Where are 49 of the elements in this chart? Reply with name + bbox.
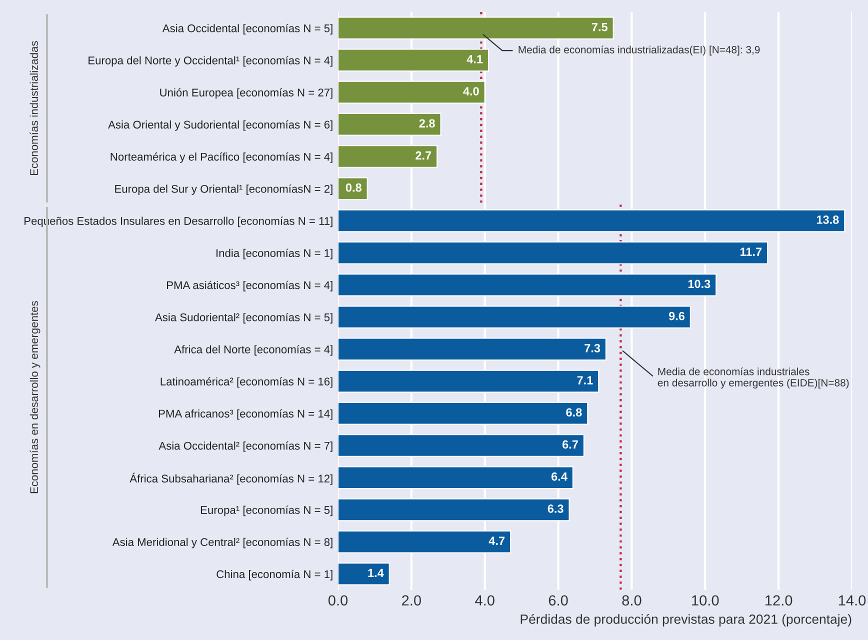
y-tick-label: Asia Occidental² [economías N = 7] bbox=[158, 441, 332, 452]
data-label: 13.8 bbox=[816, 216, 839, 224]
x-tick-label: 0.0 bbox=[328, 595, 348, 606]
y-tick-label: China [economía N = 1] bbox=[216, 570, 332, 580]
data-label: 9.6 bbox=[668, 312, 685, 320]
x-tick-label: 8.0 bbox=[622, 595, 642, 606]
data-label: 2.7 bbox=[416, 151, 432, 160]
text: Economías industrializadas bbox=[30, 41, 38, 176]
y-tick-label: Unión Europea [economías N = 27] bbox=[160, 88, 332, 99]
y-tick-label: India [economías N = 1] bbox=[216, 248, 332, 260]
y-tick-label: Asia Sudoriental² [economías N = 5] bbox=[154, 312, 332, 324]
x-tick-label: 14.0 bbox=[838, 595, 866, 606]
data-label: 1.4 bbox=[368, 568, 384, 577]
y-tick-label: Pequeños Estados Insulares en Desarrollo [economías N = 11] bbox=[24, 216, 332, 228]
y-tick-label: Europa del Norte y Occidental¹ [economías N = 4] bbox=[88, 56, 332, 67]
y-tick-label: Europa del Sur y Oriental¹ [economíasN = 2] bbox=[115, 184, 332, 196]
x-tick-label: 4.0 bbox=[475, 595, 494, 606]
data-label: 7.5 bbox=[592, 22, 608, 32]
data-label: 6.7 bbox=[562, 440, 578, 449]
data-label: 6.3 bbox=[548, 504, 564, 513]
y-tick-label: Asia Oriental y Sudoriental [economías N = 6] bbox=[108, 120, 332, 131]
data-label: 0.8 bbox=[346, 183, 362, 192]
x-axis-title: Pérdidas de producción previstas para 2021 (porcentaje) bbox=[520, 614, 852, 626]
y-tick-label: Asia Occidental [economías N = 5] bbox=[162, 24, 332, 34]
data-label: 2.8 bbox=[419, 119, 435, 128]
y-tick-label: PMA africanos³ [economías N = 14] bbox=[158, 409, 332, 420]
y-tick-label: Asia Meridional y Central² [economías N = 8] bbox=[112, 538, 332, 548]
x-tick-label: 2.0 bbox=[402, 595, 421, 606]
data-label: 10.3 bbox=[688, 280, 710, 288]
data-label: 4.1 bbox=[466, 55, 483, 64]
y-tick-label: Europa¹ [economías N = 5] bbox=[200, 506, 332, 516]
data-label: 6.4 bbox=[551, 472, 568, 481]
data-label: 6.8 bbox=[566, 408, 582, 417]
x-tick-label: 6.0 bbox=[548, 595, 568, 606]
x-tick-label: 12.0 bbox=[765, 595, 792, 606]
annotation: Media de economías industriales en desarrollo y emergentes (EIDE)[N=88) bbox=[658, 367, 849, 389]
data-label: 11.7 bbox=[740, 248, 762, 256]
text: Economías en desarrollo y emergentes bbox=[30, 301, 40, 494]
ref-line-label: Media de economías industrializadas(EI) [N=48]: 3,9 bbox=[518, 46, 760, 56]
data-label: 4.7 bbox=[488, 536, 505, 545]
y-tick-label: Africa del Norte [economías = 4] bbox=[174, 345, 332, 356]
x-tick-label: 10.0 bbox=[692, 595, 719, 606]
data-label: 7.1 bbox=[577, 376, 593, 384]
y-tick-label: Latinoamérica² [economías N = 16] bbox=[160, 377, 332, 388]
data-label: 4.0 bbox=[463, 87, 479, 96]
y-tick-label: PMA asiáticos³ [economías N = 4] bbox=[167, 280, 332, 292]
y-tick-label: África Subsahariana² [economías N = 12] bbox=[130, 472, 332, 485]
y-tick-label: Norteamérica y el Pacífico [economías N = 4] bbox=[110, 152, 332, 163]
data-label: 7.3 bbox=[584, 344, 600, 352]
